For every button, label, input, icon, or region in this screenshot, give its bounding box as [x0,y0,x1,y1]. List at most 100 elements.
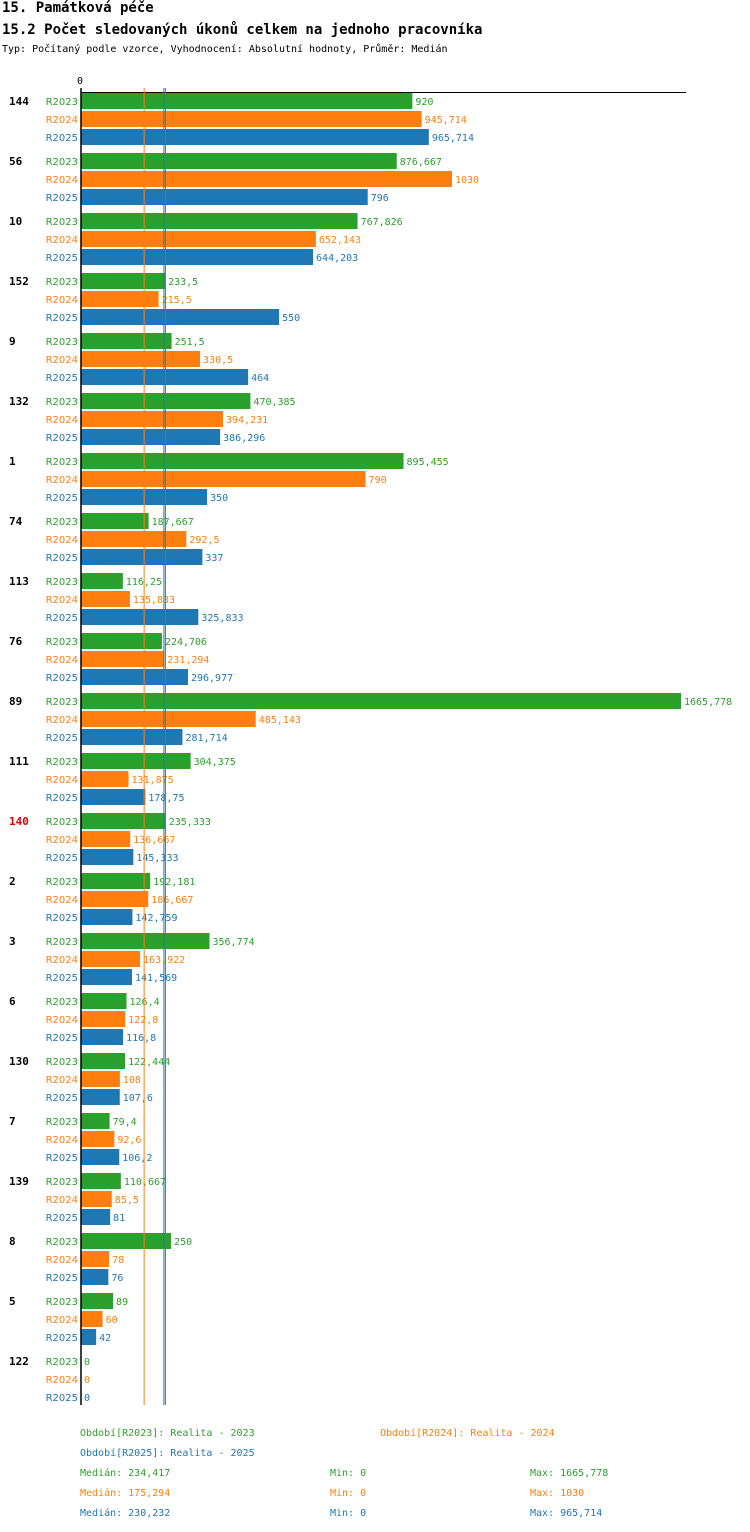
series-label: R2024 [46,235,78,246]
value-label: 78 [112,1255,124,1266]
value-label: 42 [99,1333,111,1344]
series-label: R2024 [46,775,78,786]
series-label: R2024 [46,115,78,126]
category-label: 3 [9,935,16,948]
category-label: 152 [9,275,29,288]
value-label: 464 [251,373,269,384]
series-label: R2025 [46,493,78,504]
bar [81,213,358,229]
value-label: 233,5 [168,277,198,288]
bar [81,111,422,127]
bar [81,771,129,787]
series-label: R2024 [46,1015,78,1026]
bar [81,1209,111,1225]
legend-median-r2023: Medián: 234,417 [80,1468,171,1479]
series-label: R2023 [46,277,78,288]
series-label: R2023 [46,217,78,228]
bar [81,753,191,769]
bar [81,549,203,565]
bar [81,1071,120,1087]
bar [81,231,316,247]
category-label: 7 [9,1115,16,1128]
series-label: R2023 [46,937,78,948]
series-label: R2023 [46,577,78,588]
series-label: R2025 [46,973,78,984]
value-label: 224,706 [165,637,207,648]
series-label: R2024 [46,535,78,546]
series-label: R2024 [46,1075,78,1086]
value-label: 394,231 [226,415,268,426]
value-label: 292,5 [189,535,219,546]
series-label: R2025 [46,673,78,684]
value-label: 876,667 [400,157,442,168]
series-label: R2024 [46,835,78,846]
bar [81,1311,103,1327]
bar [81,333,172,349]
legend-max-r2024: Max: 1030 [530,1488,585,1499]
series-label: R2023 [46,997,78,1008]
series-label: R2025 [46,193,78,204]
bar [81,609,199,625]
bar [81,1173,121,1189]
category-label: 144 [9,95,29,108]
chart-type-line: Typ: Počítaný podle vzorce, Vyhodnocení:… [2,44,448,55]
bar [81,693,681,709]
series-label: R2024 [46,655,78,666]
series-label: R2023 [46,877,78,888]
value-label: 895,455 [407,457,449,468]
bar [81,1029,124,1045]
value-label: 116,8 [126,1033,156,1044]
series-label: R2025 [46,253,78,264]
legend-period-r2024: Období[R2024]: Realita - 2024 [380,1428,555,1439]
value-label: 550 [282,313,300,324]
value-label: 122,444 [128,1057,170,1068]
series-label: R2025 [46,1153,78,1164]
value-label: 325,833 [201,613,243,624]
category-label: 8 [9,1235,16,1248]
bar [81,153,397,169]
bar [81,351,201,367]
value-label: 136,667 [133,835,175,846]
series-label: R2025 [46,313,78,324]
series-label: R2025 [46,553,78,564]
bar [81,1251,110,1267]
category-label: 76 [9,635,23,648]
bar [81,651,165,667]
series-label: R2025 [46,853,78,864]
value-label: 107,6 [123,1093,153,1104]
bar [81,993,127,1009]
category-label: 56 [9,155,23,168]
value-label: 470,385 [253,397,295,408]
series-label: R2024 [46,715,78,726]
bar [81,453,404,469]
legend-min-r2025: Min: 0 [330,1508,367,1519]
category-label: 5 [9,1295,16,1308]
legend-max-r2025: Max: 965,714 [530,1508,603,1519]
series-label: R2024 [46,355,78,366]
category-label: 122 [9,1355,29,1368]
series-label: R2024 [46,475,78,486]
bar [81,291,159,307]
series-label: R2025 [46,793,78,804]
series-label: R2023 [46,517,78,528]
series-label: R2025 [46,373,78,384]
bar [81,369,249,385]
category-label: 139 [9,1175,29,1188]
series-label: R2024 [46,415,78,426]
series-label: R2023 [46,697,78,708]
value-label: 79,4 [113,1117,137,1128]
series-label: R2023 [46,1117,78,1128]
bar [81,531,187,547]
bar [81,1011,126,1027]
series-label: R2024 [46,895,78,906]
series-label: R2025 [46,733,78,744]
legend-median-r2025: Medián: 230,232 [80,1508,171,1519]
series-label: R2025 [46,1273,78,1284]
category-label: 111 [9,755,29,768]
bar [81,513,149,529]
category-label: 132 [9,395,29,408]
series-label: R2025 [46,133,78,144]
series-label: R2024 [46,1315,78,1326]
legend-min-r2024: Min: 0 [330,1488,367,1499]
series-label: R2024 [46,595,78,606]
